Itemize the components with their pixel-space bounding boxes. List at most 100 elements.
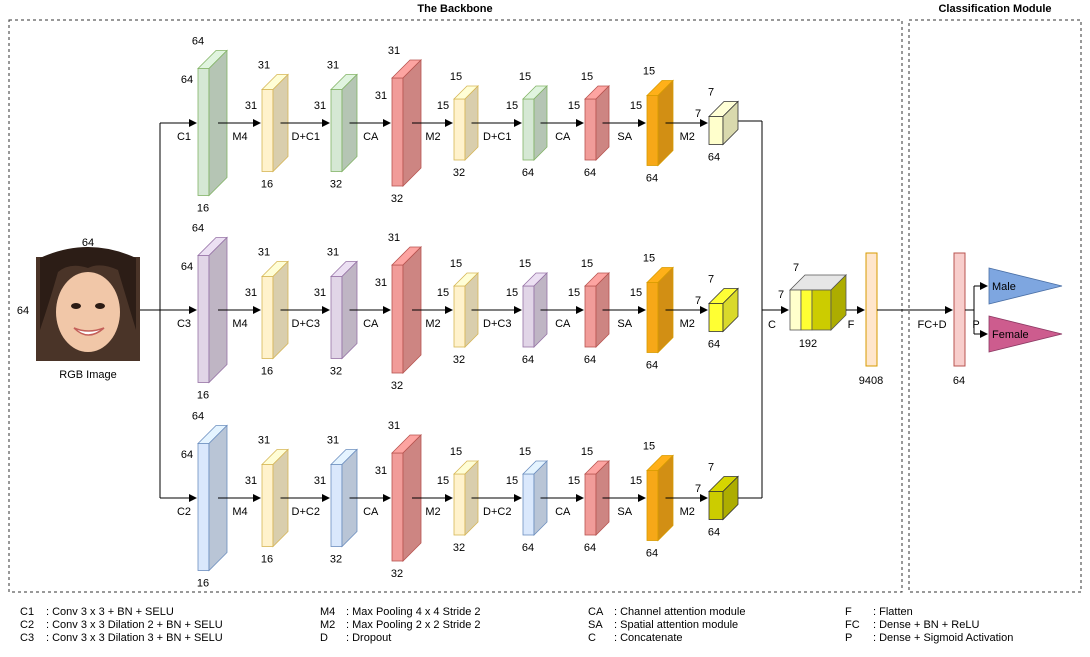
flatten-bottom-label: 9408	[859, 375, 883, 387]
top-label: 7	[708, 462, 714, 474]
side-label: 15	[630, 287, 642, 299]
side-label: 31	[314, 287, 326, 299]
top-label: 15	[519, 258, 531, 270]
block-front-face	[330, 276, 343, 359]
op-label: D+C2	[483, 506, 511, 518]
bottom-label: 32	[330, 179, 342, 191]
op-label: M4	[232, 318, 247, 330]
block-out	[708, 475, 739, 521]
side-label: 31	[314, 475, 326, 487]
op-label: M2	[425, 318, 440, 330]
bottom-label: 16	[197, 390, 209, 402]
legend-desc: : Conv 3 x 3 Dilation 2 + BN + SELU	[46, 619, 223, 631]
block-front-face	[261, 464, 274, 547]
legend-desc: : Conv 3 x 3 + BN + SELU	[46, 606, 174, 618]
block-front-face	[453, 98, 466, 161]
flatten-vector	[865, 252, 878, 367]
op-label: CA	[555, 318, 571, 330]
output-op-label: P	[972, 319, 979, 331]
top-label: 31	[388, 232, 400, 244]
concat-slice-3	[811, 289, 832, 331]
legend-item: SA : Spatial attention module	[588, 619, 745, 632]
legend-item: FC: Dense + BN + ReLU	[845, 619, 1013, 632]
top-label: 15	[581, 258, 593, 270]
concat-block	[789, 274, 847, 331]
op-label: M2	[680, 318, 695, 330]
block-front-face	[584, 98, 597, 161]
top-label: 31	[258, 60, 270, 72]
side-label: 15	[437, 475, 449, 487]
legend-abbr: D	[320, 632, 328, 644]
bottom-label: 32	[453, 354, 465, 366]
backbone-frame	[8, 19, 903, 593]
op-label: M2	[425, 131, 440, 143]
legend-abbr: C2	[20, 619, 35, 631]
legend-abbr: SA	[588, 619, 603, 631]
side-label: 15	[630, 100, 642, 112]
block-front-face	[646, 95, 659, 166]
merge-connectors	[738, 120, 763, 499]
bottom-label: 32	[391, 568, 403, 580]
bottom-label: 64	[646, 360, 658, 372]
block-front-face	[522, 285, 535, 348]
block-right-face	[722, 287, 739, 333]
bottom-label: 64	[522, 542, 534, 554]
side-label: 64	[181, 74, 193, 86]
input-height-label: 64	[17, 305, 29, 317]
op-label: CA	[363, 318, 379, 330]
block-front-face	[522, 473, 535, 536]
legend-abbr: C3	[20, 632, 35, 644]
legend-column-1: C1 : Conv 3 x 3 + BN + SELU C2 : Conv 3 x …	[20, 606, 223, 645]
side-label: 15	[506, 100, 518, 112]
legend-desc: : Spatial attention module	[614, 619, 739, 631]
block-front-face	[197, 443, 210, 571]
block-front-face	[522, 98, 535, 161]
block-front-face	[646, 282, 659, 353]
bottom-label: 16	[261, 366, 273, 378]
op-label: C3	[177, 318, 191, 330]
top-label: 31	[327, 60, 339, 72]
block-front-face	[708, 303, 724, 332]
op-label: SA	[617, 318, 632, 330]
bottom-label: 64	[584, 542, 596, 554]
top-label: 64	[192, 223, 204, 235]
legend-abbr: FC	[845, 619, 860, 631]
side-label: 31	[375, 277, 387, 289]
top-label: 31	[258, 247, 270, 259]
legend-item: M2: Max Pooling 2 x 2 Stride 2	[320, 619, 481, 632]
side-label: 15	[437, 287, 449, 299]
male-label: Male	[992, 281, 1016, 293]
bottom-label: 16	[261, 554, 273, 566]
concat-side-label: 7	[778, 289, 784, 301]
op-label: D+C3	[483, 318, 511, 330]
female-label: Female	[992, 329, 1029, 341]
bottom-label: 32	[453, 542, 465, 554]
legend: C1 : Conv 3 x 3 + BN + SELU C2 : Conv 3 x …	[0, 600, 1090, 657]
bottom-label: 64	[584, 167, 596, 179]
input-width-label: 64	[82, 237, 94, 249]
legend-desc: : Channel attention module	[614, 606, 746, 618]
branch-c3: C3 64 64 16 M4 31 31 16 D+C3 31 31 32 CA 31 31 32 M2 15 15…	[160, 223, 739, 402]
bottom-label: 64	[646, 548, 658, 560]
concat-slice-2	[800, 289, 813, 331]
dense-bottom-label: 64	[953, 375, 965, 387]
side-label: 7	[695, 483, 701, 495]
side-label: 7	[695, 108, 701, 120]
legend-abbr: P	[845, 632, 853, 644]
branches-layer: C1 64 64 16 M4 31 31 16 D+C1 31 31 32 CA 31 31 32 M2 15 15…	[160, 36, 739, 590]
side-label: 64	[181, 449, 193, 461]
op-label: M4	[232, 131, 247, 143]
op-label: SA	[617, 131, 632, 143]
legend-abbr: C1	[20, 606, 35, 618]
top-label: 15	[450, 71, 462, 83]
legend-item: P: Dense + Sigmoid Activation	[845, 632, 1013, 645]
side-label: 31	[314, 100, 326, 112]
legend-desc: : Max Pooling 2 x 2 Stride 2	[346, 619, 481, 631]
side-label: 15	[568, 100, 580, 112]
block-front-face	[646, 470, 659, 541]
block-front-face	[453, 473, 466, 536]
top-label: 7	[708, 87, 714, 99]
top-label: 7	[708, 274, 714, 286]
top-label: 31	[388, 420, 400, 432]
block-front-face	[330, 89, 343, 172]
